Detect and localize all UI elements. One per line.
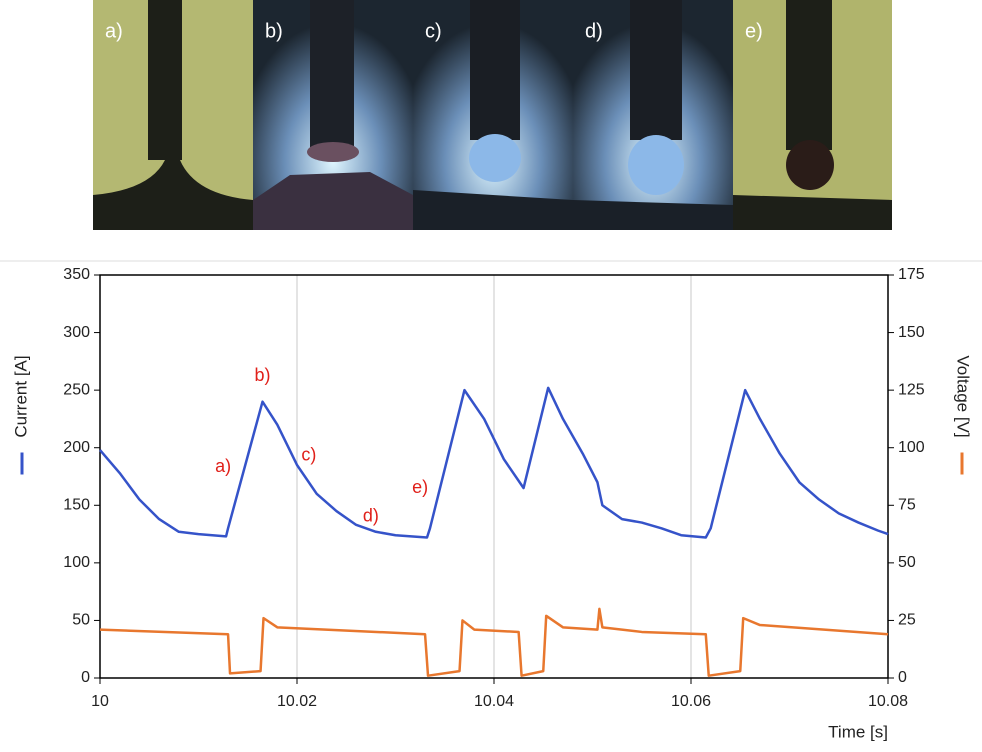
y-tick-label: 350 [63,266,90,283]
photo-panel: e) [733,0,892,230]
y2-tick-label: 25 [898,612,916,629]
y-tick-label: 300 [63,324,90,341]
y-tick-label: 150 [63,497,90,514]
panel-label: b) [265,20,283,42]
chart: 10 10.02 10.04 10.06 10.08050100150200250300… [11,266,972,741]
panel-label: c) [425,20,442,42]
annotation: e) [412,477,428,497]
y2-tick-label: 75 [898,497,916,514]
y2-axis-label: Voltage [V] [954,355,973,437]
y-tick-label: 0 [81,669,90,686]
plot-frame [99,274,889,679]
panel-label: a) [105,20,123,42]
y-tick-label: 100 [63,554,90,571]
y-tick-label: 200 [63,439,90,456]
x-tick-label: 10.08 [868,693,908,710]
x-axis-label: Time [s] [828,722,888,741]
y2-tick-label: 150 [898,324,925,341]
x-tick-label: 10.06 [671,693,711,710]
panel-label: e) [745,20,763,42]
series-line [99,386,889,539]
photo-panel: a) [93,0,253,230]
series-line [99,607,889,677]
y2-tick-label: 100 [898,439,925,456]
photo-strip: a) b) c) d) e) [93,0,892,230]
photo-panel: b) [253,0,413,230]
photo-panel: d) [573,0,733,230]
annotation: b) [255,365,271,385]
panel-label: d) [585,20,603,42]
y-tick-label: 250 [63,381,90,398]
y2-tick-label: 125 [898,381,925,398]
annotation: d) [363,506,379,526]
y2-tick-label: 50 [898,554,916,571]
y2-tick-label: 175 [898,266,925,283]
annotation: a) [215,456,231,476]
x-tick-label: 10.04 [474,693,514,710]
y-tick-label: 50 [72,612,90,629]
x-tick-label: 10 [91,693,109,710]
photo-panel: c) [413,0,573,230]
y2-tick-label: 0 [898,669,907,686]
annotation: c) [301,445,316,465]
x-tick-label: 10.02 [277,693,317,710]
y-axis-label: Current [A] [11,355,30,437]
